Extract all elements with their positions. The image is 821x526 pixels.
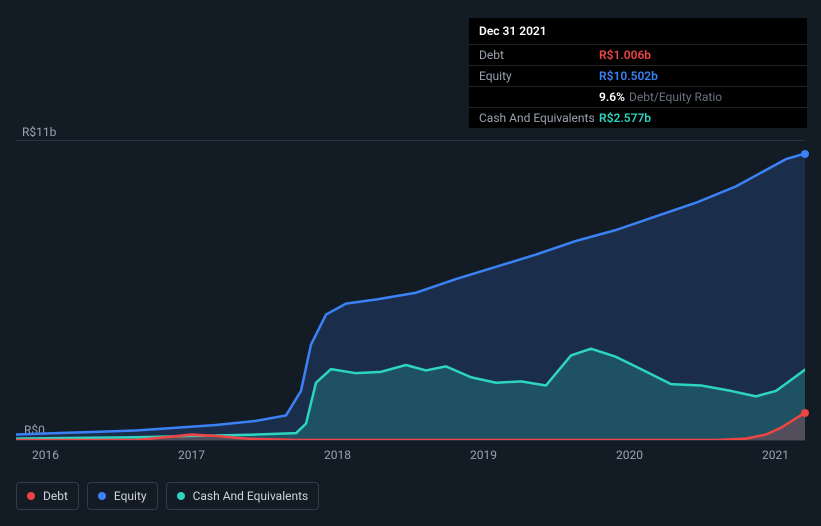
tooltip-row-value: R$2.577b bbox=[599, 111, 651, 125]
legend-item[interactable]: Cash And Equivalents bbox=[166, 482, 320, 510]
chart-plot-area bbox=[16, 140, 805, 440]
chart-legend: Debt Equity Cash And Equivalents bbox=[16, 482, 319, 510]
legend-dot-icon bbox=[98, 492, 106, 500]
tooltip-row-suffix: Debt/Equity Ratio bbox=[629, 90, 722, 104]
series-end-marker bbox=[801, 409, 809, 417]
tooltip-row-value: 9.6% bbox=[599, 90, 625, 104]
tooltip-row: 9.6% Debt/Equity Ratio bbox=[469, 86, 807, 107]
x-axis-tick: 2020 bbox=[616, 448, 643, 462]
legend-dot-icon bbox=[177, 492, 185, 500]
legend-label: Debt bbox=[43, 489, 68, 503]
x-axis-tick: 2019 bbox=[470, 448, 497, 462]
tooltip-row: Cash And EquivalentsR$2.577b bbox=[469, 107, 807, 128]
tooltip-row: DebtR$1.006b bbox=[469, 44, 807, 65]
tooltip-row-label: Equity bbox=[479, 69, 599, 83]
y-axis-max-label: R$11b bbox=[22, 125, 56, 139]
legend-label: Equity bbox=[114, 489, 147, 503]
chart-tooltip: Dec 31 2021 DebtR$1.006bEquityR$10.502b9… bbox=[469, 18, 807, 128]
tooltip-row-label: Cash And Equivalents bbox=[479, 111, 599, 125]
legend-dot-icon bbox=[27, 492, 35, 500]
chart-baseline bbox=[16, 440, 805, 441]
x-axis-tick: 2021 bbox=[762, 448, 789, 462]
tooltip-row-value: R$1.006b bbox=[599, 48, 651, 62]
legend-label: Cash And Equivalents bbox=[193, 489, 309, 503]
tooltip-date: Dec 31 2021 bbox=[469, 18, 807, 44]
tooltip-row-value: R$10.502b bbox=[599, 69, 658, 83]
legend-item[interactable]: Equity bbox=[87, 482, 158, 510]
tooltip-row-label: Debt bbox=[479, 48, 599, 62]
x-axis: 2016 2017 2018 2019 2020 2021 bbox=[16, 448, 805, 462]
x-axis-tick: 2018 bbox=[324, 448, 351, 462]
legend-item[interactable]: Debt bbox=[16, 482, 79, 510]
x-axis-tick: 2016 bbox=[32, 448, 59, 462]
x-axis-tick: 2017 bbox=[178, 448, 205, 462]
tooltip-row: EquityR$10.502b bbox=[469, 65, 807, 86]
series-end-marker bbox=[801, 150, 809, 158]
